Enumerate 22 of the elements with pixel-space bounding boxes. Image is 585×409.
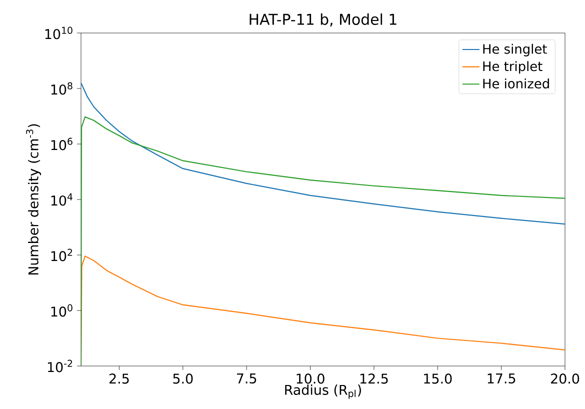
x-axis-title: Radius (R$_{pl}$) — [285, 384, 361, 399]
x-tick-label: 7.5 — [236, 374, 256, 384]
legend-label: He ionized — [483, 78, 549, 88]
y-axis-title: Number density (cm$^{-3}$) — [26, 124, 42, 275]
legend-label: He triplet — [483, 61, 542, 74]
chart-title: HAT-P-11 b, Model 1 — [250, 13, 396, 26]
y-tick-label: 10$^{4}$ — [51, 193, 72, 206]
x-tick-label: 17.5 — [488, 374, 516, 384]
x-tick-label: 15.0 — [424, 374, 452, 384]
y-tick-label: 10$^{-2}$ — [48, 360, 72, 372]
x-tick-label: 5.0 — [173, 374, 193, 384]
y-tick-label: 10$^{0}$ — [51, 304, 72, 317]
x-tick-label: 2.5 — [110, 374, 129, 384]
x-tick-label: 20.0 — [551, 374, 580, 384]
y-tick-label: 10$^{6}$ — [51, 138, 72, 150]
y-tick-label: 10$^{10}$ — [45, 26, 72, 40]
x-tick-label: 12.5 — [360, 374, 388, 384]
line-series — [81, 116, 566, 366]
y-tick-label: 10$^{2}$ — [51, 248, 72, 262]
legend-label: He singlet — [483, 44, 547, 56]
y-tick-label: 10$^{8}$ — [51, 82, 72, 95]
x-tick-label: 10.0 — [296, 374, 324, 384]
